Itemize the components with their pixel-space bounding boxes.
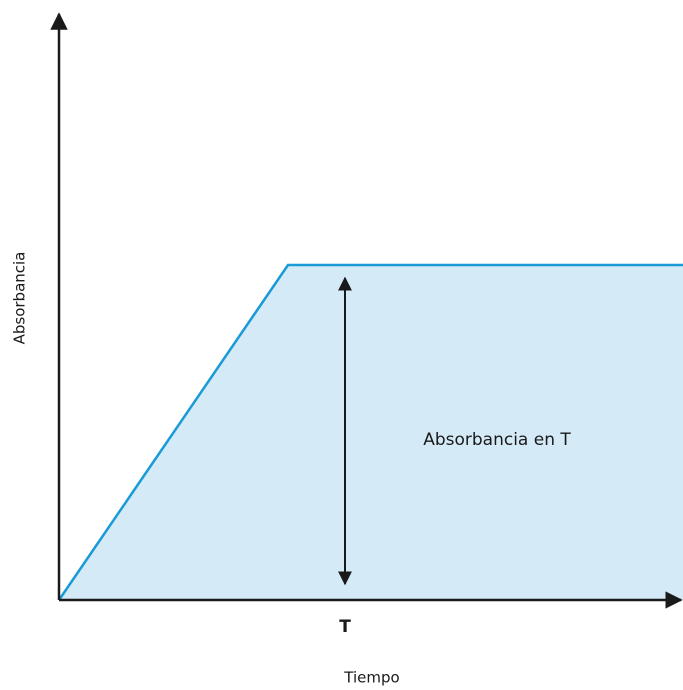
annotation: Absorbancia en T [423,430,571,450]
x-axis-label: Tiempo [343,669,399,687]
x-marker-label: T [339,617,351,637]
area-fill [59,265,683,600]
y-axis-label: Absorbancia [11,252,29,345]
curve [57,263,683,601]
